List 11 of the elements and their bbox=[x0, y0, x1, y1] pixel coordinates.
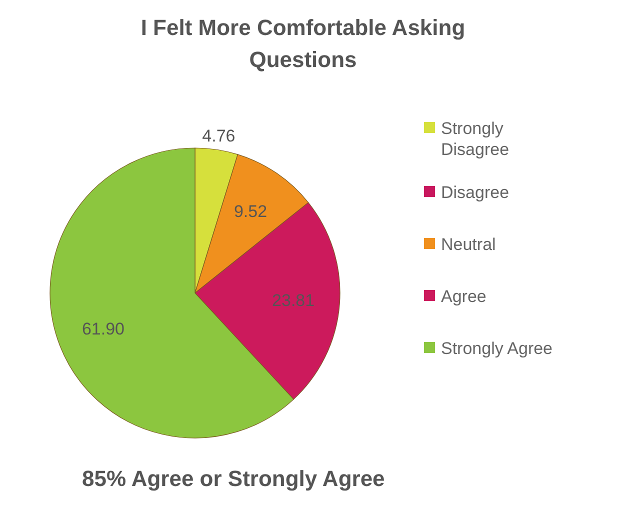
chart-title: I Felt More Comfortable Asking Questions bbox=[140, 14, 466, 74]
data-label: 23.81 bbox=[272, 290, 315, 310]
legend-label: Strongly Agree bbox=[441, 338, 554, 359]
text: 85% Agree or Strongly Agree bbox=[82, 466, 385, 492]
legend-label: Disagree bbox=[441, 182, 510, 203]
data-label: 61.90 bbox=[82, 320, 124, 339]
data-label: 4.76 bbox=[202, 126, 236, 146]
legend-label: Agree bbox=[441, 286, 488, 307]
data-label: 9.52 bbox=[234, 202, 268, 222]
legend-label: Strongly Disagree bbox=[441, 118, 510, 160]
legend-label: Neutral bbox=[441, 234, 497, 255]
